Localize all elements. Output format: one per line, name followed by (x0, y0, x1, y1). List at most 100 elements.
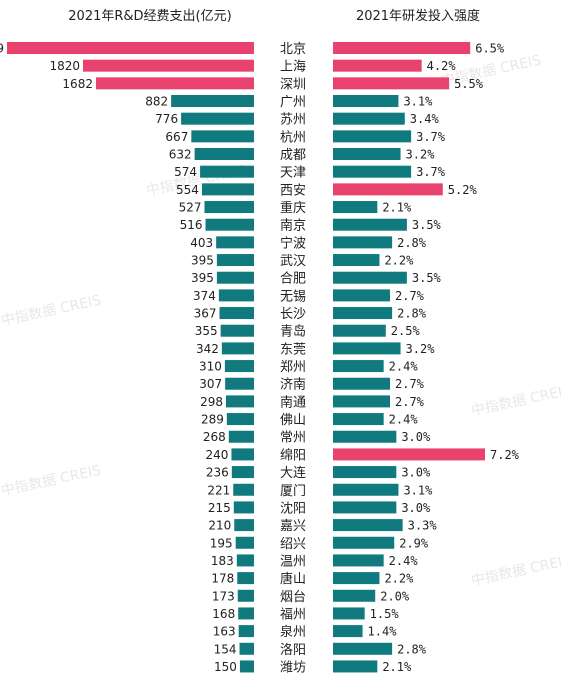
rd-spend-bar (236, 554, 254, 567)
rd-intensity-bar (333, 466, 397, 479)
rd-intensity-value-label: 1.5% (370, 607, 400, 621)
city-label: 烟台 (280, 590, 306, 605)
city-label: 洛阳 (280, 643, 306, 658)
city-label: 青岛 (280, 324, 306, 340)
rd-spend-value-label: 178 (211, 572, 234, 586)
rd-spend-bar (216, 271, 254, 284)
rd-intensity-bar (333, 501, 397, 514)
rd-intensity-bar (333, 165, 412, 178)
rd-intensity-bar (333, 572, 380, 585)
rd-spend-value-label: 667 (165, 130, 188, 144)
rd-spend-value-label: 342 (196, 342, 219, 356)
rd-intensity-bar (333, 642, 393, 655)
rd-intensity-bar (333, 589, 376, 602)
city-label: 南通 (280, 394, 306, 410)
city-label: 厦门 (280, 484, 306, 499)
rd-intensity-bar (333, 307, 393, 320)
rd-spend-bar (216, 236, 254, 249)
rd-spend-value-label: 395 (191, 271, 214, 285)
city-label: 长沙 (280, 307, 306, 322)
rd-intensity-bar (333, 271, 407, 284)
rd-spend-value-label: 395 (191, 254, 214, 268)
rd-intensity-value-label: 2.0% (380, 589, 410, 603)
rd-intensity-value-label: 1.4% (368, 625, 398, 639)
city-label: 宁波 (280, 235, 306, 251)
rd-spend-bar (239, 642, 254, 655)
rd-spend-bar (233, 501, 254, 514)
city-label: 温州 (280, 554, 306, 569)
rd-spend-bar (226, 413, 254, 426)
rd-spend-bar (228, 430, 254, 443)
city-label: 天津 (280, 166, 306, 181)
rd-spend-bar (231, 466, 254, 479)
city-label: 重庆 (280, 200, 306, 216)
rd-spend-value-label: 516 (180, 218, 203, 232)
city-label: 北京 (280, 42, 306, 57)
rd-spend-value-label: 307 (199, 377, 222, 391)
rd-intensity-value-label: 3.1% (403, 95, 433, 109)
city-label: 福州 (280, 607, 306, 622)
rd-spend-value-label: 195 (210, 536, 233, 550)
rd-intensity-bar (333, 42, 471, 54)
city-label: 郑州 (280, 360, 306, 375)
rd-spend-bar (191, 130, 254, 143)
rd-intensity-value-label: 2.1% (382, 660, 412, 674)
rd-spend-value-label: 163 (213, 625, 236, 639)
rd-intensity-value-label: 2.7% (395, 395, 425, 409)
city-label: 无锡 (280, 289, 306, 304)
rd-intensity-value-label: 2.2% (384, 254, 414, 268)
rd-intensity-value-label: 3.7% (416, 130, 446, 144)
rd-intensity-value-label: 3.4% (410, 112, 440, 126)
city-label: 绍兴 (280, 537, 306, 552)
rd-intensity-value-label: 7.2% (490, 448, 520, 462)
rd-intensity-value-label: 4.2% (427, 59, 457, 73)
rd-intensity-value-label: 2.7% (395, 377, 425, 391)
rd-spend-bar (171, 95, 254, 108)
rd-intensity-bar (333, 201, 378, 214)
rd-intensity-value-label: 2.4% (389, 554, 419, 568)
rd-spend-value-label: 215 (208, 501, 231, 515)
rd-intensity-bar (333, 148, 401, 161)
rd-spend-value-label: 298 (200, 395, 223, 409)
rd-intensity-bar (333, 342, 401, 355)
rd-spend-value-label: 367 (194, 307, 217, 321)
rd-intensity-value-label: 3.7% (416, 165, 446, 179)
rd-spend-bar (233, 483, 254, 496)
rd-spend-value-label: 221 (207, 483, 230, 497)
rd-intensity-bar (333, 607, 365, 620)
rd-intensity-value-label: 2.9% (399, 536, 429, 550)
rd-intensity-value-label: 6.5% (475, 42, 505, 56)
city-label: 嘉兴 (280, 519, 306, 534)
rd-intensity-bar (333, 660, 378, 673)
city-label: 绵阳 (280, 448, 306, 463)
rd-intensity-value-label: 2.1% (382, 201, 412, 215)
rd-intensity-bar (333, 360, 384, 373)
rd-intensity-bar (333, 77, 450, 90)
city-label: 泉州 (280, 624, 306, 640)
city-label: 广州 (280, 95, 306, 110)
rd-intensity-bar (333, 554, 384, 567)
rd-spend-bar (181, 112, 254, 125)
rd-spend-bar (218, 289, 254, 302)
rd-spend-bar (231, 448, 254, 461)
rd-spend-bar (237, 572, 254, 585)
rd-spend-value-label: 1682 (62, 77, 93, 91)
rd-spend-bar (239, 660, 254, 673)
city-label: 南京 (280, 218, 306, 234)
city-label: 深圳 (280, 77, 306, 92)
rd-intensity-value-label: 2.8% (397, 642, 427, 656)
rd-spend-value-label: 236 (206, 466, 229, 480)
rd-spend-value-label: 554 (176, 183, 199, 197)
rd-intensity-value-label: 5.5% (454, 77, 484, 91)
rd-spend-bar (95, 77, 254, 90)
rd-intensity-value-label: 2.8% (397, 307, 427, 321)
rd-spend-value-label: 289 (201, 413, 224, 427)
city-label: 济南 (280, 377, 306, 393)
rd-spend-value-label: 310 (199, 360, 222, 374)
rd-spend-value-label: 268 (203, 430, 226, 444)
rd-intensity-bar (333, 289, 390, 302)
rd-spend-value-label: 150 (214, 660, 237, 674)
rd-spend-bar (83, 59, 254, 72)
city-label: 武汉 (280, 254, 306, 269)
